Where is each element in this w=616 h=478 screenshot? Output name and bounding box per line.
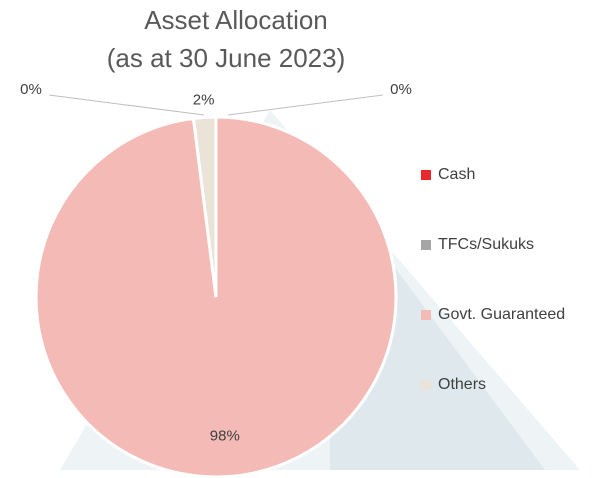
pie-slice	[191, 115, 218, 298]
chart-title: Asset Allocation	[144, 5, 328, 35]
legend-swatch	[421, 310, 431, 320]
chart-subtitle: (as at 30 June 2023)	[107, 43, 346, 73]
legend-label: Govt. Guaranteed	[438, 306, 565, 323]
leader-line	[227, 94, 384, 116]
data-label: 0%	[390, 81, 412, 98]
legend-label: Cash	[438, 166, 475, 183]
leader-line	[48, 94, 205, 116]
legend-label: Others	[438, 376, 486, 393]
legend-swatch	[421, 380, 431, 390]
legend-label: TFCs/Sukuks	[438, 236, 534, 253]
data-label: 0%	[20, 81, 42, 98]
data-label: 98%	[210, 428, 240, 445]
legend-swatch	[421, 170, 431, 180]
legend-swatch	[421, 240, 431, 250]
data-label: 2%	[193, 91, 215, 108]
